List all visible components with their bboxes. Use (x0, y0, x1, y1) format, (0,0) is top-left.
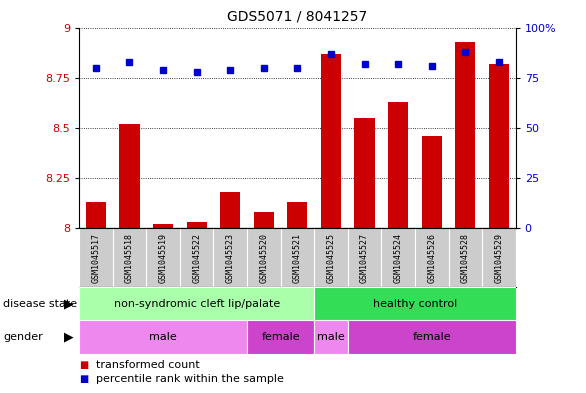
Bar (79, 287, 314, 320)
Bar (314, 287, 516, 320)
Text: ▶: ▶ (64, 297, 73, 310)
Text: percentile rank within the sample: percentile rank within the sample (96, 374, 284, 384)
Bar (321, 53, 341, 228)
Bar (314, 320, 347, 354)
Bar (79, 320, 247, 354)
Text: healthy control: healthy control (373, 299, 457, 309)
Text: GSM1045518: GSM1045518 (125, 233, 134, 283)
Text: female: female (261, 332, 300, 342)
Text: male: male (149, 332, 177, 342)
Text: GSM1045519: GSM1045519 (159, 233, 168, 283)
Text: non-syndromic cleft lip/palate: non-syndromic cleft lip/palate (114, 299, 280, 309)
Text: ■: ■ (79, 360, 88, 371)
Title: GDS5071 / 8041257: GDS5071 / 8041257 (227, 9, 367, 24)
Text: GSM1045517: GSM1045517 (91, 233, 100, 283)
Text: disease state: disease state (3, 299, 77, 309)
Text: GSM1045521: GSM1045521 (293, 233, 302, 283)
Bar (355, 118, 374, 228)
Bar (422, 136, 442, 228)
Text: GSM1045525: GSM1045525 (326, 233, 335, 283)
Text: GSM1045520: GSM1045520 (260, 233, 268, 283)
Text: GSM1045528: GSM1045528 (461, 233, 470, 283)
Text: male: male (317, 332, 345, 342)
Bar (86, 202, 106, 228)
Text: GSM1045529: GSM1045529 (495, 233, 503, 283)
Bar (254, 212, 274, 228)
Text: GSM1045527: GSM1045527 (360, 233, 369, 283)
Bar (347, 320, 516, 354)
Bar (287, 202, 308, 228)
Text: transformed count: transformed count (96, 360, 199, 371)
Bar (153, 224, 173, 228)
Text: gender: gender (3, 332, 43, 342)
Bar (489, 64, 509, 228)
Bar (220, 192, 240, 228)
Text: GSM1045524: GSM1045524 (394, 233, 403, 283)
Text: female: female (413, 332, 451, 342)
Bar (120, 124, 139, 228)
Bar (388, 102, 408, 228)
Text: GSM1045526: GSM1045526 (427, 233, 436, 283)
Bar (455, 42, 475, 228)
Bar (247, 320, 314, 354)
Text: GSM1045522: GSM1045522 (192, 233, 201, 283)
Bar (186, 222, 207, 228)
Text: ■: ■ (79, 374, 88, 384)
Text: GSM1045523: GSM1045523 (226, 233, 235, 283)
Text: ▶: ▶ (64, 331, 73, 343)
